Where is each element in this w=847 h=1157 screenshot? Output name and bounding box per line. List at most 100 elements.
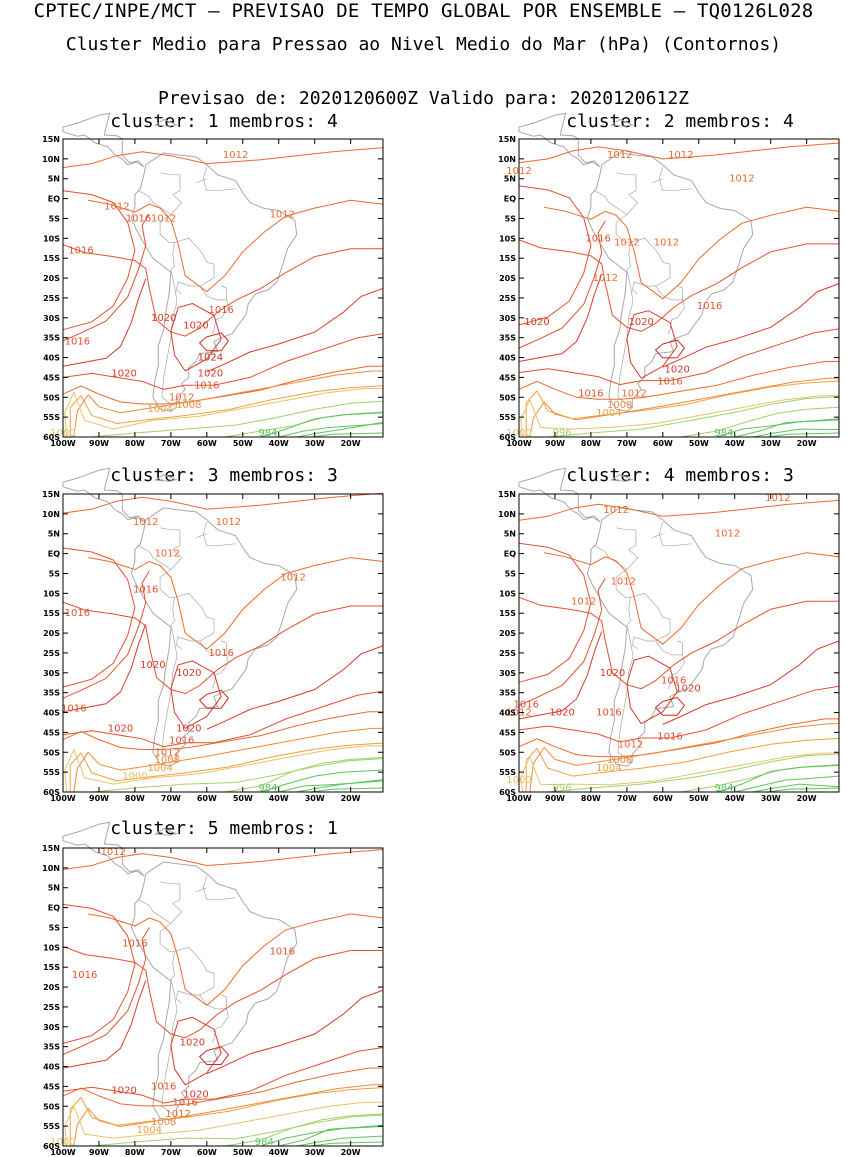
contour-label: 1012 (104, 202, 129, 213)
central-america-coastline (62, 467, 145, 523)
lat-tick-label: 5S (505, 570, 517, 579)
lat-tick-label: 35S (499, 334, 516, 343)
lat-tick-label: 5S (49, 215, 61, 224)
isobar-1020 (62, 278, 147, 367)
lat-tick-label: 10N (42, 864, 60, 873)
lat-tick-label: 10S (499, 234, 516, 243)
lat-tick-label: EQ (48, 550, 60, 559)
isobar-984 (311, 1141, 384, 1147)
isobar-1008 (73, 370, 383, 438)
lat-tick-label: 5S (49, 570, 61, 579)
isobar-1020 (662, 283, 840, 368)
contour-label: 1020 (111, 368, 136, 379)
contour-label: 1012 (729, 174, 754, 185)
contour-label: 1016 (65, 608, 90, 619)
subtitle: Cluster Medio para Pressao ao Nivel Medi… (65, 34, 782, 55)
isobar-1008 (529, 377, 839, 438)
caribbean-island (153, 118, 178, 127)
isobar-1012 (88, 557, 384, 650)
country-border (138, 190, 172, 215)
contour-label: 1012 (668, 150, 693, 161)
isobar-1016 (62, 244, 383, 337)
country-border (138, 899, 172, 924)
map-panel-3: 1012 101210121012101610161016102010201016… (42, 467, 384, 803)
country-border (202, 875, 236, 901)
contour-label: 1008 (155, 755, 180, 766)
lat-tick-label: EQ (48, 195, 60, 204)
lat-tick-label: 20S (43, 274, 60, 283)
isobar-1016 (62, 903, 136, 1044)
isobar-1020 (170, 302, 222, 372)
lon-tick-label: 60W (653, 439, 673, 448)
isobar-1016 (518, 328, 840, 386)
isobar-984 (311, 787, 384, 793)
contour-label: 1008 (151, 1117, 176, 1128)
contour-label: 1020 (628, 317, 653, 328)
isobar-1020 (626, 310, 678, 379)
lat-tick-label: 10S (499, 589, 516, 598)
country-border (651, 533, 663, 539)
lat-tick-label: 45S (43, 1082, 60, 1091)
isobar-1016 (518, 685, 840, 743)
isobar-984 (752, 783, 840, 793)
isobar-984 (734, 775, 840, 793)
contour-label: 984 (714, 428, 733, 439)
isobar-984 (311, 432, 384, 438)
lat-tick-label: 15N (42, 490, 60, 499)
isobar-1016 (518, 220, 606, 349)
contour-label: 1020 (176, 668, 201, 679)
contour-label: 1008 (607, 400, 632, 411)
isobar-992 (680, 406, 840, 438)
lat-tick-label: EQ (504, 195, 516, 204)
panel-title-4: cluster: 4 membros: 3 (566, 465, 794, 486)
contour-label: 984 (258, 428, 277, 439)
lon-tick-label: 80W (581, 439, 601, 448)
isobar-1016 (62, 547, 136, 688)
central-america-coastline (518, 112, 601, 168)
lat-tick-label: 20S (499, 274, 516, 283)
isobar-1020 (170, 660, 222, 729)
isobar-1020 (62, 624, 147, 713)
contour-label: 1012 (654, 237, 679, 248)
lat-tick-label: 15S (43, 609, 60, 618)
contour-label: 1004 (596, 763, 621, 774)
lat-tick-label: 60S (43, 788, 60, 797)
isobar-1000 (64, 745, 383, 793)
country-border (655, 285, 683, 301)
lat-tick-label: 50S (43, 1102, 60, 1111)
contour-label: 1016 (172, 1097, 197, 1108)
isobar-984 (734, 418, 840, 438)
isobar-1012 (62, 711, 383, 750)
isobar-1016 (62, 213, 150, 342)
contour-label: 1012 (607, 150, 632, 161)
isobar-1016 (62, 570, 150, 699)
country-border (667, 654, 685, 689)
lon-tick-label: 100W (50, 439, 76, 448)
lon-tick-label: 20W (341, 439, 361, 448)
contour-label: 1020 (524, 317, 549, 328)
contour-label: 1004 (137, 1125, 162, 1136)
lat-tick-label: 25S (43, 649, 60, 658)
lon-tick-label: 50W (689, 794, 709, 803)
isobar-1000 (520, 395, 839, 438)
lat-tick-label: 10S (43, 234, 60, 243)
isobar-1016 (62, 690, 384, 748)
isobar-1016 (518, 577, 606, 706)
panel-title-1: cluster: 1 membros: 4 (110, 111, 338, 132)
isobar-984 (278, 780, 384, 793)
lat-tick-label: 35S (43, 1043, 60, 1052)
isobar-1024 (198, 1046, 230, 1065)
isobar-1016 (518, 542, 592, 683)
lon-tick-label: 60W (197, 794, 217, 803)
lon-tick-label: 70W (161, 1148, 181, 1157)
isobar-984 (278, 1124, 384, 1147)
lon-tick-label: 80W (125, 439, 145, 448)
country-border (630, 237, 671, 295)
lat-tick-label: EQ (48, 904, 60, 913)
lat-tick-label: 5N (504, 175, 516, 184)
lon-tick-label: 60W (197, 439, 217, 448)
contour-label: 1016 (169, 735, 194, 746)
lon-tick-label: 20W (797, 794, 817, 803)
lat-tick-label: 45S (499, 728, 516, 737)
